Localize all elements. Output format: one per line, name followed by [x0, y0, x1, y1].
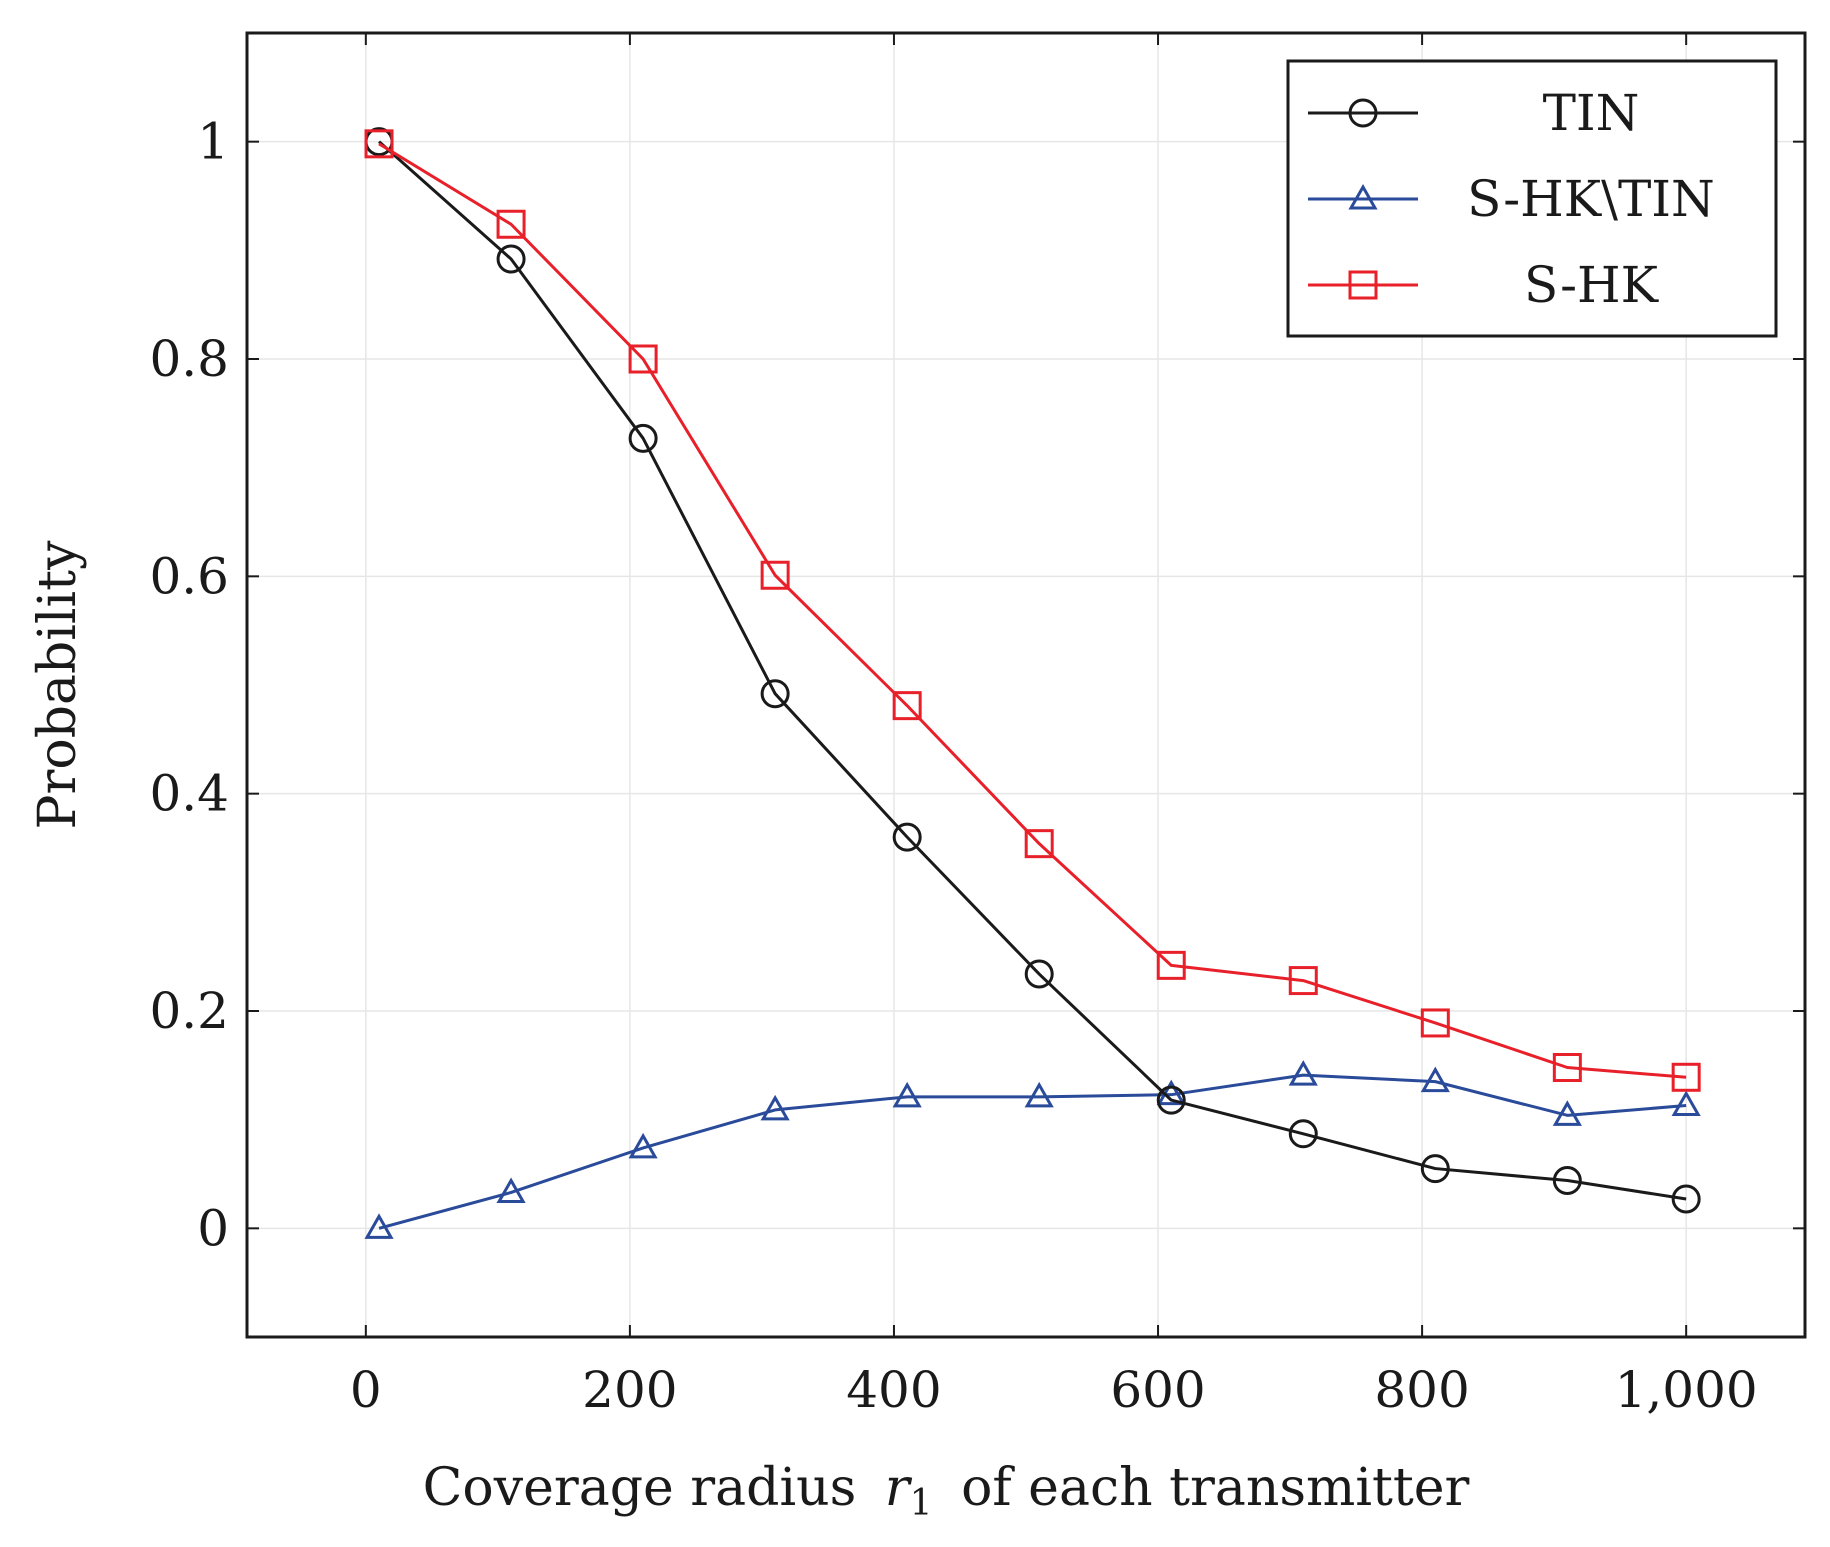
data-point-triangle: [760, 1094, 790, 1121]
data-point-circle: [1288, 1119, 1318, 1149]
x-tick-label: 0: [350, 1361, 382, 1419]
data-point-square: [496, 209, 526, 239]
data-point-square: [892, 691, 922, 721]
data-point-triangle: [1552, 1100, 1582, 1126]
x-tick-label: 800: [1374, 1361, 1469, 1419]
data-point-square: [1552, 1053, 1582, 1083]
data-point-square: [1420, 1008, 1450, 1038]
series-line-circle: [378, 140, 1687, 1201]
data-point-triangle: [628, 1132, 658, 1159]
x-axis-label-var: r: [885, 1458, 913, 1518]
legend-marker-triangle: [1348, 183, 1378, 210]
legend-label: TIN: [1543, 84, 1640, 142]
data-point-triangle: [496, 1177, 526, 1203]
data-point-circle: [1420, 1154, 1450, 1184]
x-tick-label: 200: [582, 1361, 677, 1419]
data-point-circle: [1671, 1184, 1701, 1214]
data-point-circle: [760, 679, 790, 709]
y-tick-label: 0: [197, 1199, 229, 1257]
series-triangle: [364, 1060, 1701, 1239]
data-point-square: [1024, 829, 1054, 859]
series-square: [364, 129, 1701, 1092]
data-point-triangle: [364, 1213, 394, 1239]
data-point-square: [628, 344, 658, 374]
plot-frame: [245, 31, 1807, 1339]
legend: TIN S-HK\TIN S-HK: [1286, 59, 1778, 338]
tick-labels: 0 200 400 600 800 1,000 0 0.2 0.4 0.6 0.8 1: [149, 113, 1757, 1419]
legend-label: S-HK: [1524, 256, 1660, 314]
x-axis-label-sub: 1: [910, 1483, 933, 1524]
data-point-circle: [1156, 1085, 1186, 1115]
legend-label: S-HK\TIN: [1467, 170, 1715, 228]
data-point-circle: [496, 244, 526, 274]
y-tick-label: 0.8: [149, 330, 229, 388]
series-line-square: [378, 142, 1687, 1079]
x-tick-label: 600: [1110, 1361, 1205, 1419]
x-axis-label: Coverage radius r1 of each transmitter: [423, 1458, 1470, 1528]
data-point-triangle: [1024, 1081, 1054, 1108]
data-point-square: [760, 560, 790, 590]
data-point-square: [364, 129, 394, 159]
axis-ticks: [247, 33, 1805, 1337]
x-tick-label: 400: [846, 1361, 941, 1419]
legend-marker-circle: [1348, 98, 1378, 128]
y-axis-label: Probability: [28, 540, 88, 830]
data-point-square: [1156, 950, 1186, 980]
x-tick-label: 1,000: [1615, 1361, 1758, 1419]
x-axis-label-main: Coverage radius: [423, 1458, 857, 1518]
data-point-circle: [892, 822, 922, 852]
series-layer: [364, 127, 1701, 1239]
data-point-triangle: [1420, 1066, 1450, 1093]
y-tick-label: 1: [197, 113, 229, 171]
x-axis-label-suffix: of each transmitter: [961, 1458, 1469, 1518]
data-point-circle: [1552, 1166, 1582, 1196]
data-point-square: [1671, 1062, 1701, 1092]
data-point-triangle: [1288, 1060, 1318, 1086]
y-tick-label: 0.6: [149, 547, 229, 605]
y-tick-label: 0.2: [149, 982, 229, 1040]
series-line-triangle: [378, 1073, 1687, 1230]
data-point-square: [1288, 966, 1318, 996]
data-point-circle: [628, 423, 658, 453]
data-point-circle: [1024, 959, 1054, 989]
data-point-triangle: [892, 1081, 922, 1108]
data-point-triangle: [1671, 1090, 1701, 1117]
legend-marker-square: [1348, 270, 1378, 300]
y-tick-label: 0.4: [149, 765, 229, 823]
